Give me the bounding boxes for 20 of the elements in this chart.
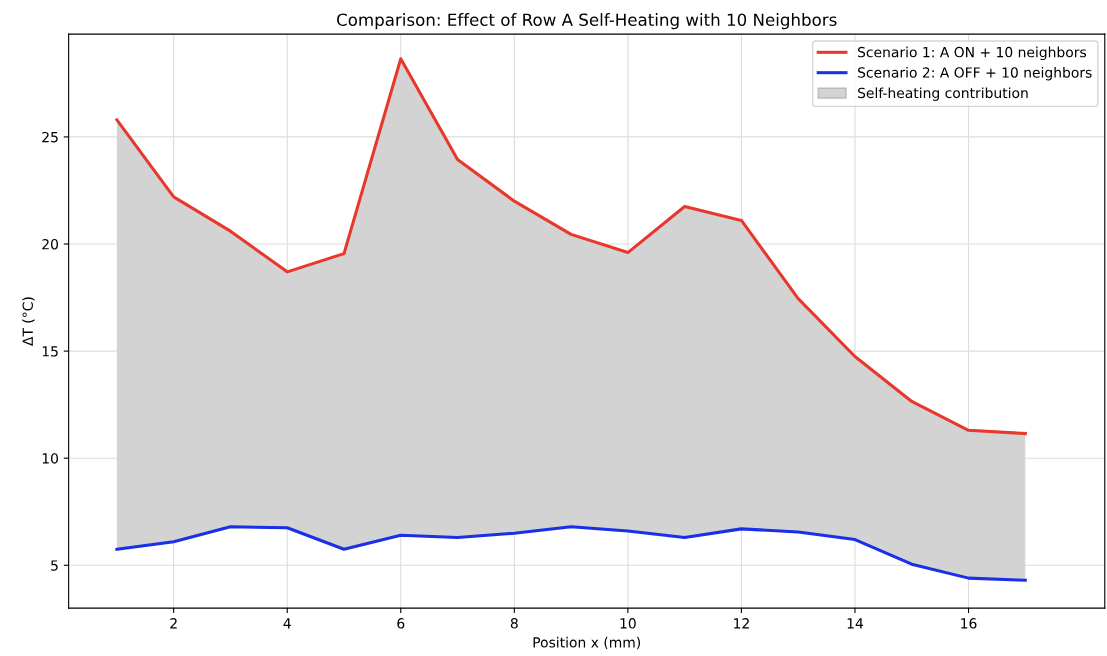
x-tick-label: 6 [397, 618, 405, 629]
line-series [115, 525, 1027, 582]
y-tick-label: 5 [51, 560, 58, 571]
x-tick-label: 16 [961, 618, 977, 629]
x-tick-label: 12 [734, 618, 749, 629]
y-tick-label: 20 [42, 238, 58, 250]
legend-label: Scenario 2: A OFF + 10 neighbors [858, 67, 1092, 81]
y-tick-label: 25 [42, 131, 58, 143]
y-tick-label: 10 [42, 453, 58, 464]
x-tick-label: 4 [283, 618, 291, 629]
x-axis-title: Position x (mm) [533, 636, 641, 650]
x-tick-label: 2 [170, 618, 177, 629]
y-tick-label: 15 [42, 346, 58, 357]
y-axis-title: ΔT (°C) [22, 297, 35, 346]
legend-label: Scenario 1: A ON + 10 neighbors [858, 46, 1087, 61]
annotation: Self-heating contribution [858, 87, 1028, 101]
x-tick-label: 14 [847, 618, 864, 629]
x-tick-label: 10 [620, 618, 636, 629]
chart-title: Comparison: Effect of Row A Self-Heating with 10 Neighbors [337, 13, 837, 30]
x-tick-label: 8 [510, 618, 518, 629]
